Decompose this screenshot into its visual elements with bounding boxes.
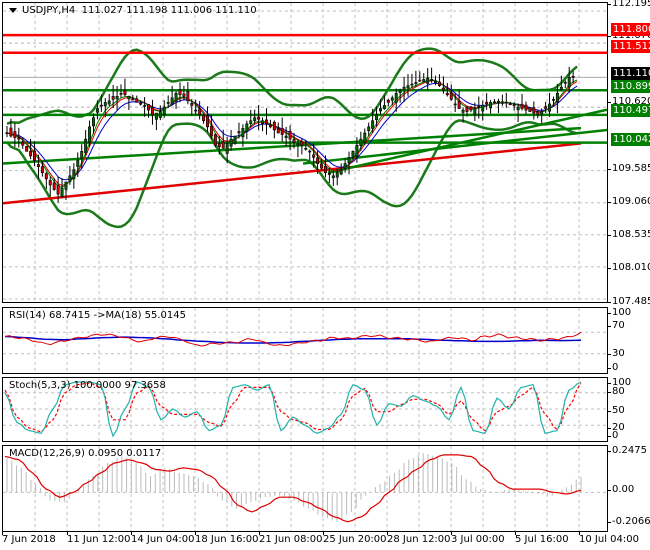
macd-tick: -0.2066: [607, 516, 650, 527]
resistance-level-tag: 111.512: [611, 40, 650, 53]
macd-canvas[interactable]: [3, 446, 607, 531]
macd-axis: 0.2475 0.00 -0.2066: [606, 443, 650, 533]
price-tick: 107.485: [606, 296, 650, 307]
stochastic-pane[interactable]: Stoch(5,3,3) 100.0000 97.3658: [2, 377, 608, 442]
stoch-tick: 20: [607, 422, 625, 433]
price-tick: 109.585: [606, 163, 650, 174]
time-tick: 3 Jul 00:00: [451, 531, 505, 545]
price-tick: 110.620: [606, 96, 650, 107]
macd-pane[interactable]: MACD(12,26,9) 0.0950 0.0117: [2, 445, 608, 532]
rsi-pane[interactable]: RSI(14) 68.7415 ->MA(18) 55.0145: [2, 307, 608, 374]
rsi-tick: 100: [606, 307, 632, 318]
price-tick: 112.195: [606, 0, 650, 9]
time-tick: 5 Jul 16:00: [515, 531, 569, 545]
time-tick: 21 Jun 08:00: [259, 531, 323, 545]
support-level-tag: 110.899: [611, 80, 650, 93]
price-tick: 108.535: [606, 229, 650, 240]
stoch-tick: 0: [606, 430, 619, 441]
time-tick: 11 Jun 12:00: [67, 531, 131, 545]
stochastic-axis: 100 80 50 20 0: [606, 375, 650, 443]
price-chart-pane[interactable]: USDJPY,H4 111.027 111.198 111.006 111.11…: [2, 2, 608, 303]
price-chart-canvas[interactable]: [3, 3, 607, 302]
ohlc-values: 111.027 111.198 111.006 111.110: [81, 5, 257, 16]
rsi-tick: 70: [607, 320, 625, 331]
symbol-timeframe: USDJPY,H4: [22, 5, 76, 16]
rsi-tick: 0: [606, 362, 619, 373]
time-tick: 14 Jun 04:00: [131, 531, 195, 545]
time-tick: 10 Jul 04:00: [579, 531, 639, 545]
stoch-tick: 80: [607, 386, 625, 397]
stoch-tick: 100: [606, 377, 632, 388]
macd-tick: 0.2475: [607, 445, 647, 456]
price-tick: 108.010: [606, 262, 650, 273]
stochastic-canvas[interactable]: [3, 378, 607, 441]
macd-label: MACD(12,26,9) 0.0950 0.0117: [9, 448, 162, 459]
support-level-tag: 110.042: [611, 133, 650, 146]
stoch-tick: 50: [607, 405, 625, 416]
time-axis[interactable]: 7 Jun 2018 11 Jun 12:00 14 Jun 04:00 18 …: [0, 531, 650, 550]
rsi-canvas[interactable]: [3, 308, 607, 373]
time-tick: 28 Jun 12:00: [387, 531, 451, 545]
symbol-header: USDJPY,H4 111.027 111.198 111.006 111.11…: [9, 5, 257, 16]
rsi-tick: 30: [607, 348, 625, 359]
time-tick: 7 Jun 2018: [2, 531, 56, 545]
macd-tick: 0.00: [606, 484, 635, 495]
rsi-label: RSI(14) 68.7415 ->MA(18) 55.0145: [9, 310, 186, 321]
rsi-axis: 100 70 30 0: [606, 305, 650, 375]
time-tick: 18 Jun 16:00: [195, 531, 259, 545]
price-tick: 109.060: [606, 196, 650, 207]
resistance-level-tag: 111.800: [611, 23, 650, 36]
collapse-triangle-icon[interactable]: [9, 7, 17, 13]
support-level-tag: 110.497: [611, 104, 650, 117]
stochastic-label: Stoch(5,3,3) 100.0000 97.3658: [9, 380, 166, 391]
time-tick: 25 Jun 20:00: [323, 531, 387, 545]
current-price-tag: 111.110: [611, 67, 650, 80]
